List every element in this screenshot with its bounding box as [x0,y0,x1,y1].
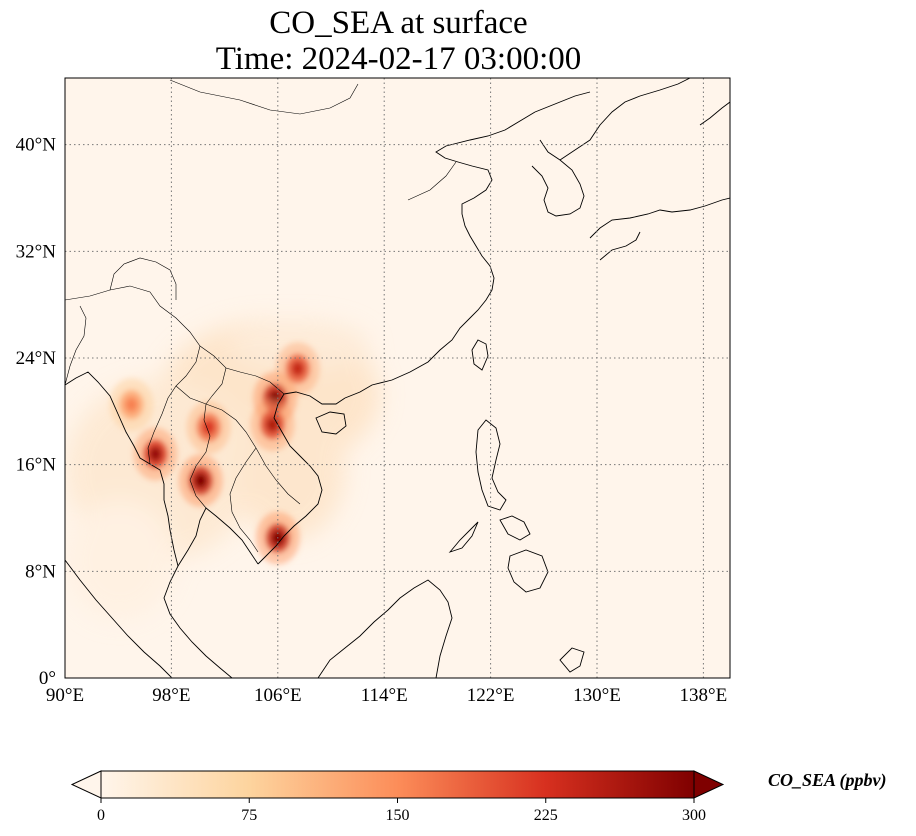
colorbar-tick-0: 0 [97,807,105,824]
lat-tick-3: 24°N [16,348,57,369]
colorbar-tick-2: 150 [386,807,410,824]
chart-subtitle-time: Time: 2024-02-17 03:00:00 [215,41,582,77]
hotspot-7-layer-2 [125,397,138,412]
hotspot-4-layer-2 [194,473,207,488]
lon-tick-1: 98°E [152,685,190,706]
coastlines [65,78,730,678]
lat-tick-5: 40°N [16,135,57,156]
hotspot-2-layer-2 [266,417,279,432]
colorbar-gradient [100,770,695,799]
colorbar-tick-4: 300 [682,807,706,824]
chart-title: CO_SEA at surface [269,5,528,41]
colorbar-tick-3: 225 [534,807,558,824]
lon-tick-2: 106°E [254,685,302,706]
lon-tick-5: 130°E [573,685,621,706]
lat-tick-1: 8°N [25,561,56,582]
lat-tick-0: 0° [39,668,56,689]
lon-tick-4: 122°E [467,685,515,706]
lat-tick-4: 32°N [16,241,57,262]
hotspot-6-layer-2 [149,446,162,462]
colorbar-title: CO_SEA (ppbv) [768,770,887,790]
co-hotspots-layer [109,342,320,565]
colorbar-tick-1: 75 [241,807,257,824]
colorbar-extend-min [70,770,102,799]
lon-tick-3: 114°E [361,685,408,706]
colorbar-ticks [100,798,695,803]
map-frame [64,77,731,679]
hotspot-1-layer-2 [291,361,304,376]
lat-tick-2: 16°N [16,455,57,476]
lat-tick-labels: 0° 8°N 16°N 24°N 32°N 40°N [16,135,57,689]
colorbar: 0 75 150 225 300 [70,770,725,824]
lon-tick-6: 138°E [680,685,728,706]
lon-tick-labels: 90°E 98°E 106°E 114°E 122°E 130°E 138°E [46,685,727,706]
country-borders [65,79,457,553]
gridlines [65,78,730,678]
lon-tick-0: 90°E [46,685,84,706]
colorbar-extend-max [693,770,725,799]
